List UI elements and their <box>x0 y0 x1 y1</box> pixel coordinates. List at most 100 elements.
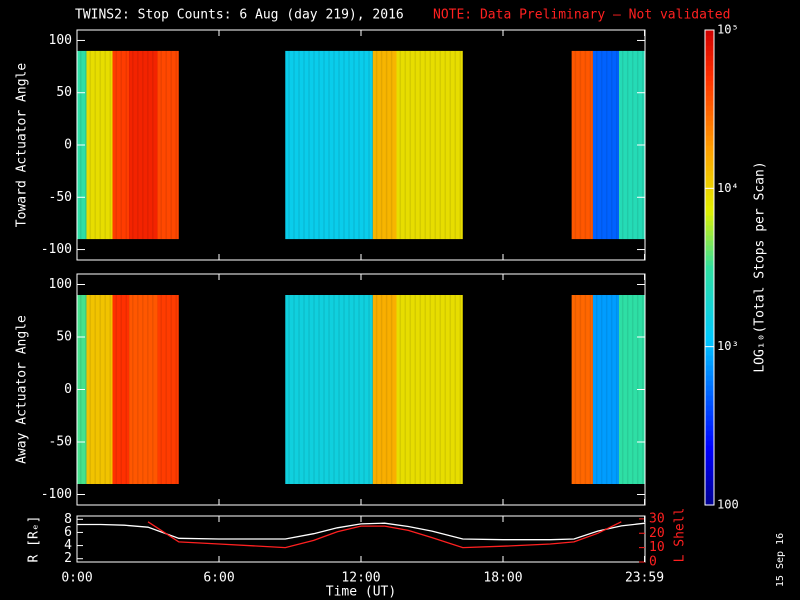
stripe <box>429 50 431 240</box>
stripe <box>343 50 345 240</box>
x-tick-label: 6:00 <box>203 571 234 586</box>
colorbar-swatch <box>705 495 714 501</box>
stripe <box>152 50 154 240</box>
stripe <box>358 50 360 240</box>
colorbar-swatch <box>705 315 714 321</box>
stripe <box>454 50 456 240</box>
stripe <box>303 50 305 240</box>
colorbar-swatch <box>705 80 714 86</box>
stripe <box>175 295 177 484</box>
stripe <box>313 50 315 240</box>
colorbar-swatch <box>705 225 714 231</box>
stripe <box>85 295 87 484</box>
colorbar-swatch <box>705 365 714 371</box>
heatmap-cell <box>285 50 373 240</box>
y2-tick-label: 20 <box>649 526 665 541</box>
colorbar-swatch <box>705 185 714 191</box>
stripe <box>434 295 436 484</box>
heatmap-cell <box>129 50 158 240</box>
stripe <box>368 50 370 240</box>
stripe <box>288 295 290 484</box>
stripe <box>293 295 295 484</box>
colorbar-swatch <box>705 230 714 236</box>
colorbar-swatch <box>705 385 714 391</box>
colorbar-swatch <box>705 340 714 346</box>
stripe <box>449 295 451 484</box>
stripe <box>298 50 300 240</box>
colorbar-swatch <box>705 260 714 266</box>
stripe <box>390 50 393 240</box>
colorbar-swatch <box>705 95 714 101</box>
stripe <box>363 295 365 484</box>
stripe <box>120 295 122 484</box>
colorbar-swatch <box>705 500 714 506</box>
stripe <box>459 50 461 240</box>
stripe <box>610 50 613 240</box>
stripe <box>363 50 365 240</box>
heatmap-cell <box>86 50 113 240</box>
stripe <box>615 295 618 484</box>
colorbar-swatch <box>705 415 714 421</box>
stripe <box>165 295 167 484</box>
colorbar-swatch <box>705 170 714 176</box>
colorbar-swatch <box>705 420 714 426</box>
stripe <box>600 295 603 484</box>
date-stamp: 15 Sep 16 <box>775 533 786 587</box>
colorbar-swatch <box>705 425 714 431</box>
colorbar-label: LOG₁₀(Total Stops per Scan) <box>753 161 768 372</box>
stripe <box>338 295 340 484</box>
stripe <box>115 50 117 240</box>
colorbar-swatch <box>705 285 714 291</box>
stripe <box>409 50 411 240</box>
stripe <box>348 50 350 240</box>
stripe <box>323 50 325 240</box>
colorbar-swatch <box>705 255 714 261</box>
colorbar-swatch <box>705 195 714 201</box>
stripe <box>380 295 383 484</box>
colorbar-swatch <box>705 310 714 316</box>
stripe <box>439 50 441 240</box>
colorbar-swatch <box>705 270 714 276</box>
stripe <box>414 50 416 240</box>
colorbar-swatch <box>705 200 714 206</box>
stripe <box>589 295 592 484</box>
heatmap-cell <box>129 295 158 484</box>
stripe <box>175 50 177 240</box>
colorbar-swatch <box>705 405 714 411</box>
colorbar-swatch <box>705 240 714 246</box>
chart-title: TWINS2: Stop Counts: 6 Aug (day 219), 20… <box>75 8 404 23</box>
y-tick-label: 6 <box>64 525 72 540</box>
stripe <box>631 295 634 484</box>
colorbar-swatch <box>705 375 714 381</box>
heatmap-cell <box>396 50 463 240</box>
heatmap-cell <box>571 50 593 240</box>
stripe <box>328 50 330 240</box>
heatmap-cell <box>112 50 130 240</box>
stripe <box>147 50 149 240</box>
y-tick-label: 100 <box>49 277 72 292</box>
stripe <box>626 295 629 484</box>
y-tick-label: 100 <box>49 33 72 48</box>
y2-tick-label: 0 <box>649 555 657 570</box>
colorbar-swatch <box>705 235 714 241</box>
colorbar-swatch <box>705 470 714 476</box>
stripe <box>375 50 378 240</box>
y-tick-label: -100 <box>41 242 72 257</box>
stripe <box>109 295 111 484</box>
colorbar-swatch <box>705 475 714 481</box>
stripe <box>399 295 401 484</box>
stripe <box>99 50 101 240</box>
stripe <box>318 50 320 240</box>
stripe <box>429 295 431 484</box>
y-tick-label: -100 <box>41 487 72 502</box>
colorbar-swatch <box>705 350 714 356</box>
stripe <box>419 50 421 240</box>
heatmap-cell <box>396 295 463 484</box>
y-tick-label: -50 <box>49 435 72 450</box>
y2-tick-label: 30 <box>649 511 665 526</box>
stripe <box>605 50 608 240</box>
stripe <box>584 295 587 484</box>
stripe <box>94 50 96 240</box>
colorbar-swatch <box>705 70 714 76</box>
